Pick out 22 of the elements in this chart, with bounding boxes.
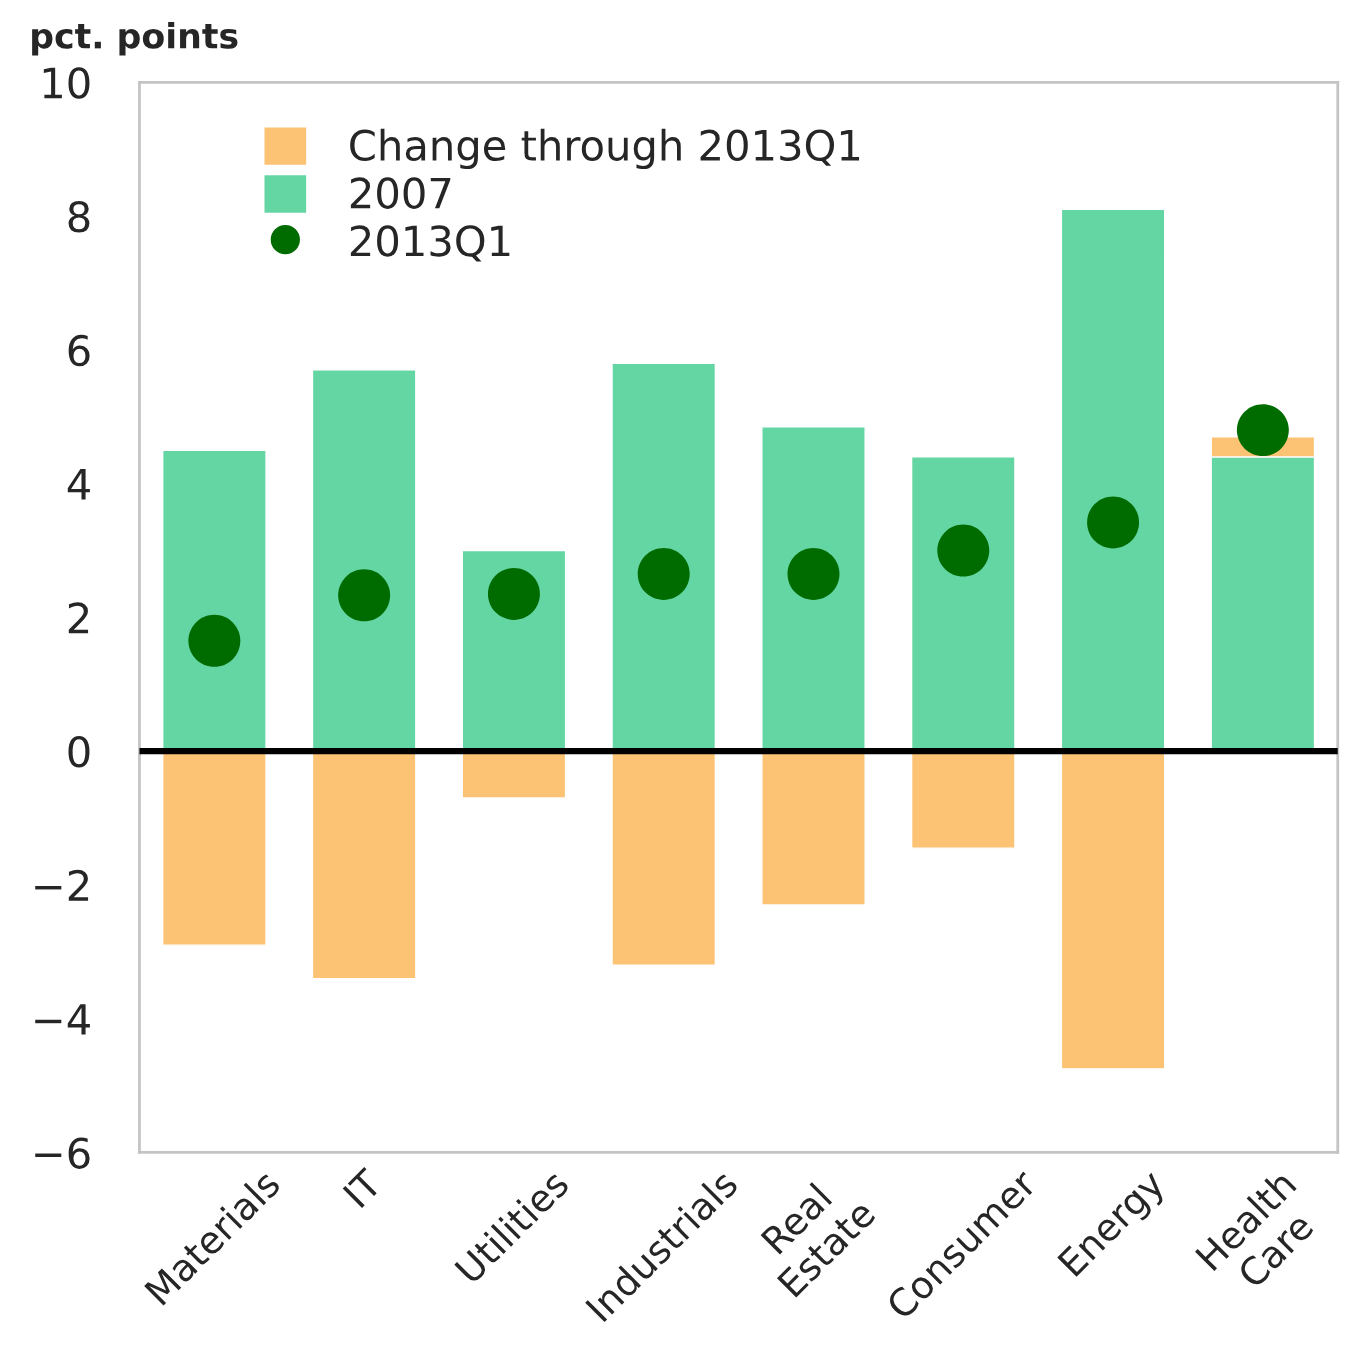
point [338,569,391,622]
point [487,568,540,620]
x-tick-label: IT [342,1167,384,1208]
legend-label: Change through 2013Q1 [350,128,860,170]
y-tick-label: 6 [68,334,90,367]
y-tick-label: 2 [68,602,89,634]
y-axis-title: pct. points [32,21,238,56]
point [787,547,840,600]
y-tick-label: 10 [43,67,90,99]
y-tick-label: −2 [35,869,89,901]
legend-label: 2013Q1 [350,225,510,262]
y-tick-label: 8 [68,201,90,233]
y-tick-label: 0 [68,736,90,768]
y-tick-label: 4 [67,469,90,500]
point [1087,496,1140,549]
y-tick-label: −6 [35,1137,90,1169]
point [637,547,690,600]
y-tick-label: −4 [35,1004,90,1035]
point [937,524,990,577]
point [188,614,241,667]
legend-label: 2007 [350,177,451,209]
point [1236,404,1289,457]
